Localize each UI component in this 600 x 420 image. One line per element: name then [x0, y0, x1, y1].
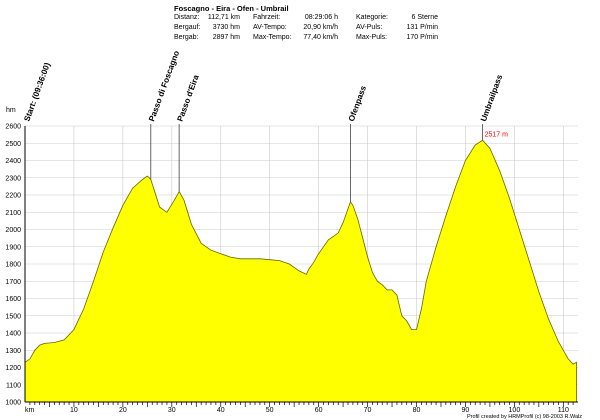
x-tick-label: 110	[558, 407, 569, 414]
stat-label-av-tempo: AV-Tempo:	[253, 24, 287, 31]
y-tick-label: 2300	[5, 175, 21, 182]
y-tick-label: 1700	[5, 279, 21, 286]
tour-title: Foscagno - Eira - Ofen - Umbrail	[174, 4, 289, 13]
y-axis-unit-label: hm	[6, 107, 16, 114]
y-tick-label: 1600	[5, 296, 21, 303]
stat-label-max-puls: Max-Puls:	[356, 34, 388, 41]
stat-value-av-tempo: 20,90 km/h	[303, 24, 338, 31]
stats-header: Foscagno - Eira - Ofen - Umbrail Distanz…	[0, 0, 600, 56]
elevation-area	[24, 139, 577, 403]
y-tick-label: 1800	[5, 262, 21, 269]
peak-elevation-label: 2517 m	[485, 131, 509, 138]
y-tick-label: 2200	[5, 193, 21, 200]
axes: 1000 1100 1200 1300 1400 1500 1600 1700 1800 1900…	[5, 124, 578, 414]
y-tick-label: 1400	[5, 331, 21, 338]
pass-markers: Start: (09:36:00) Passo di FoscagnoPasso …	[22, 49, 509, 202]
stat-value-distanz: 112,71 km	[207, 14, 240, 21]
pass-label: Umbrailpass	[479, 73, 504, 123]
x-tick-label: 20	[119, 407, 127, 414]
credit-line: Profil created by HRMProfil (c) 98-2003 …	[466, 414, 582, 420]
stat-value-av-puls: 131 P/min	[406, 24, 438, 31]
x-tick-label: 70	[364, 407, 372, 414]
y-tick-label: 1100	[6, 382, 21, 389]
y-tick-label: 2000	[5, 227, 21, 234]
stat-label-distanz: Distanz:	[174, 14, 200, 21]
y-tick-label: 1500	[5, 313, 21, 320]
y-tick-label: 1900	[5, 244, 21, 251]
stat-label-fahrzeit: Fahrzeit:	[253, 14, 281, 21]
x-tick-label: 100	[509, 407, 521, 414]
stat-value-max-puls: 170 P/min	[406, 34, 438, 41]
pass-label: Passo di Foscagno	[147, 49, 181, 122]
x-tick-label: 80	[413, 407, 421, 414]
y-tick-label: 2600	[5, 124, 21, 131]
pass-label: Passo d'Eira	[176, 73, 201, 122]
y-tick-label: 1000	[5, 400, 21, 407]
x-tick-label: 40	[217, 407, 225, 414]
x-tick-label: 60	[315, 407, 323, 414]
stat-label-max-tempo: Max-Tempo:	[253, 34, 292, 41]
y-tick-label: 2500	[5, 141, 21, 148]
stat-label-kategorie: Kategorie:	[356, 14, 388, 21]
stat-label-av-puls: AV-Puls:	[356, 24, 383, 31]
x-tick-label: 30	[168, 407, 176, 414]
stat-value-max-tempo: 77,40 km/h	[303, 34, 338, 41]
stat-label-bergab: Bergab:	[174, 34, 199, 41]
x-tick-label: 50	[266, 407, 274, 414]
stat-value-fahrzeit: 08:29:06 h	[304, 14, 338, 21]
stat-label-bergauf: Bergauf:	[174, 24, 201, 31]
x-tick-label: 10	[70, 407, 78, 414]
stat-value-bergab: 2897 hm	[212, 34, 240, 41]
stat-value-kategorie: 6 Sterne	[411, 14, 438, 21]
y-tick-label: 1300	[5, 348, 21, 355]
y-tick-label: 2100	[5, 210, 21, 217]
y-tick-label: 1200	[5, 365, 21, 372]
x-tick-label: 90	[462, 407, 470, 414]
x-axis-unit-label: km	[25, 407, 35, 414]
y-tick-label: 2400	[5, 158, 21, 165]
stat-value-bergauf: 3730 hm	[212, 24, 240, 31]
pass-label: Ofenpass	[347, 84, 368, 123]
pass-label: Start: (09:36:00)	[22, 61, 52, 122]
